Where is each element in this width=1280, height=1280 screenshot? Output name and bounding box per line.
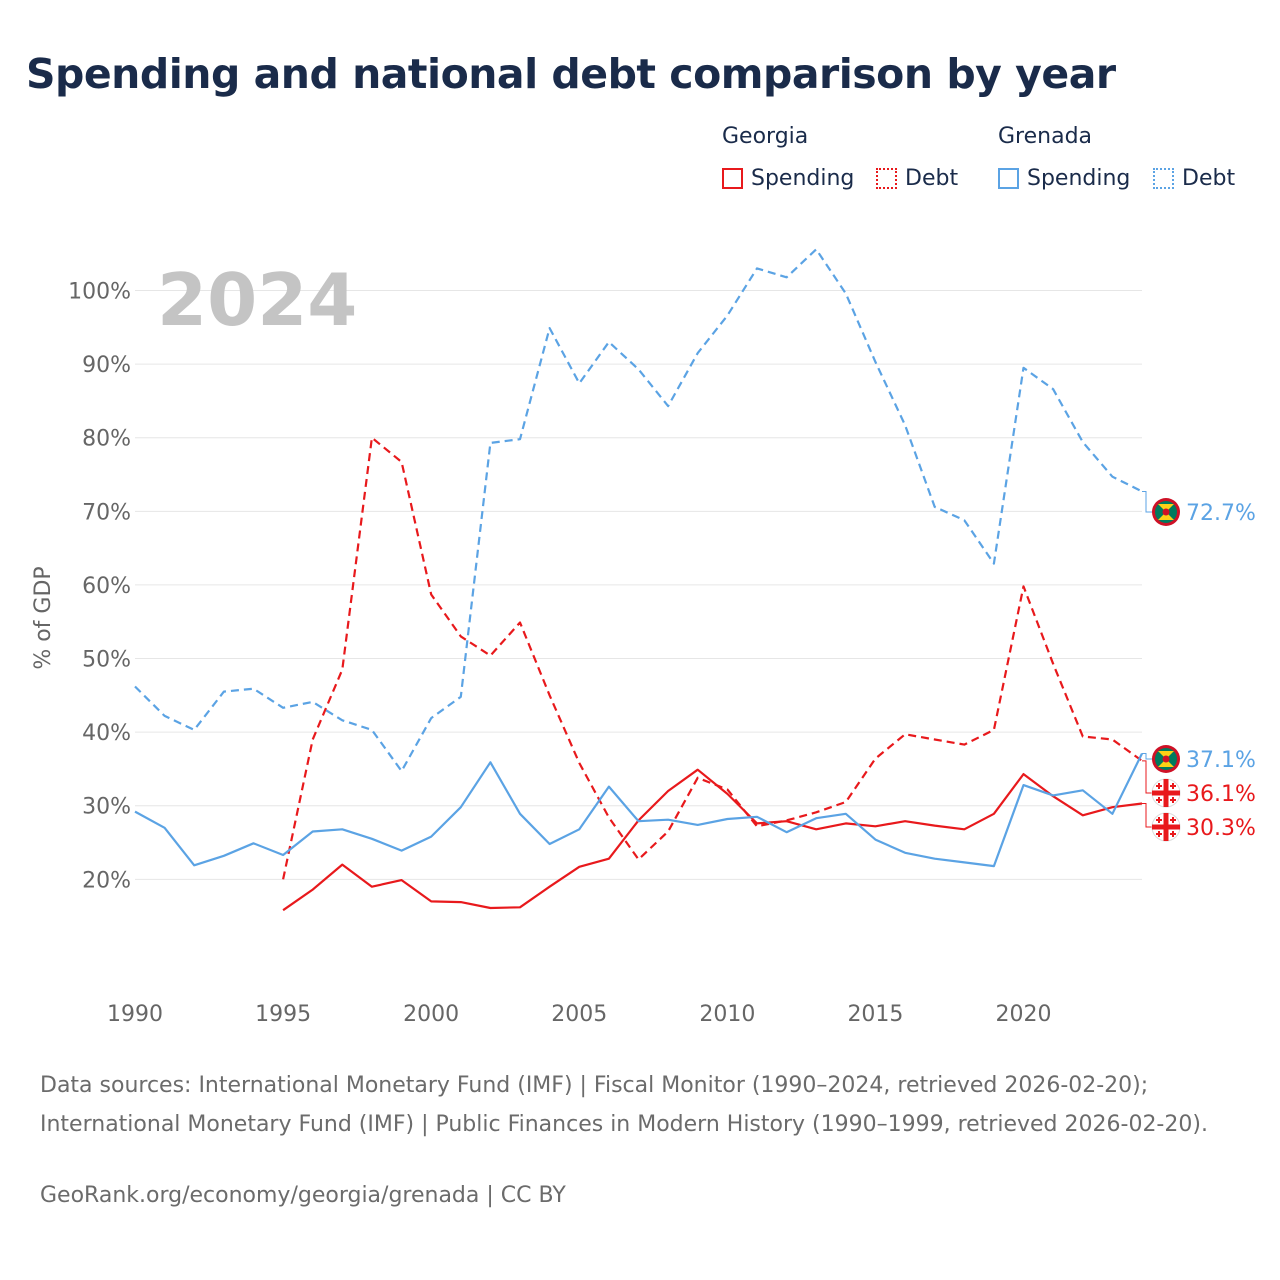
grenada-debt-line <box>134 248 1143 773</box>
grenada-flag-center <box>1162 755 1170 763</box>
end-value-label: 30.3% <box>1186 816 1256 841</box>
georgia-flag-small-cross <box>1158 817 1160 823</box>
grenada-flag-triangle <box>1158 751 1174 759</box>
end-value-label: 72.7% <box>1186 501 1256 526</box>
legend-label: Spending <box>751 166 855 191</box>
legend-label: Debt <box>1182 166 1236 191</box>
y-tick-label: 80% <box>82 427 131 452</box>
y-tick-label: 90% <box>82 353 131 378</box>
x-tick-label: 2020 <box>996 1002 1052 1027</box>
x-tick-label: 1995 <box>255 1002 311 1027</box>
grenada-flag-triangle <box>1158 512 1174 520</box>
y-tick-label: 30% <box>82 795 131 820</box>
label-connector <box>1142 490 1152 513</box>
georgia-flag-small-cross <box>1172 817 1174 823</box>
grenada-flag-triangle <box>1158 759 1174 767</box>
data-sources: Data sources: International Monetary Fun… <box>40 1073 1208 1137</box>
legend-georgia-debt[interactable]: Debt <box>876 166 958 191</box>
legend-label: Debt <box>905 166 959 191</box>
end-value-label: 37.1% <box>1186 748 1256 773</box>
georgia-flag-small-cross <box>1172 797 1174 803</box>
chart-title: Spending and national debt comparison by… <box>26 50 1116 98</box>
x-tick-label: 2010 <box>699 1002 755 1027</box>
grenada-flag-triangle <box>1158 504 1174 512</box>
y-tick-label: 100% <box>68 280 131 305</box>
legend-dotted-swatch <box>876 168 897 189</box>
y-tick-label: 60% <box>82 574 131 599</box>
legend-georgia-spending[interactable]: Spending <box>722 166 854 191</box>
y-tick-label: 20% <box>82 868 131 893</box>
legend-solid-swatch <box>998 168 1019 189</box>
georgia-flag-small-cross <box>1158 783 1160 789</box>
y-tick-label: 40% <box>82 721 131 746</box>
georgia-debt-line <box>282 436 1143 880</box>
x-tick-label: 2005 <box>551 1002 607 1027</box>
end-value-label: 36.1% <box>1186 782 1256 807</box>
legend-solid-swatch <box>722 168 743 189</box>
line-chart: 20% 30% 40% 50% 60% 70% 80% 90% 100% 1990 1995 2000… <box>31 248 1256 1027</box>
grenada-spending-line <box>134 753 1143 868</box>
georgia-flag-small-cross <box>1158 831 1160 837</box>
y-tick-label: 70% <box>82 500 131 525</box>
georgia-flag-cross <box>1163 813 1169 841</box>
year-watermark: 2024 <box>157 258 357 342</box>
x-tick-label: 2015 <box>847 1002 903 1027</box>
x-tick-label: 2000 <box>403 1002 459 1027</box>
y-tick-label: 50% <box>82 648 131 673</box>
x-tick-label: 1990 <box>107 1002 163 1027</box>
legend-grenada-spending[interactable]: Spending <box>998 166 1130 191</box>
georgia-flag-small-cross <box>1172 783 1174 789</box>
georgia-flag-small-cross <box>1172 831 1174 837</box>
label-connector <box>1142 760 1152 794</box>
label-connector <box>1142 752 1152 760</box>
legend-dotted-swatch <box>1153 168 1174 189</box>
legend-group-grenada: Grenada <box>998 124 1093 149</box>
y-axis-label: % of GDP <box>31 566 56 669</box>
legend-label: Spending <box>1027 166 1131 191</box>
label-connector <box>1142 803 1152 828</box>
georgia-flag-cross <box>1163 779 1169 807</box>
credit-line[interactable]: GeoRank.org/economy/georgia/grenada | CC… <box>40 1183 566 1208</box>
legend-group-georgia: Georgia <box>722 124 809 149</box>
legend-grenada-debt[interactable]: Debt <box>1153 166 1235 191</box>
georgia-spending-line <box>282 768 1143 912</box>
georgia-flag-small-cross <box>1158 797 1160 803</box>
grenada-flag-center <box>1162 508 1170 516</box>
